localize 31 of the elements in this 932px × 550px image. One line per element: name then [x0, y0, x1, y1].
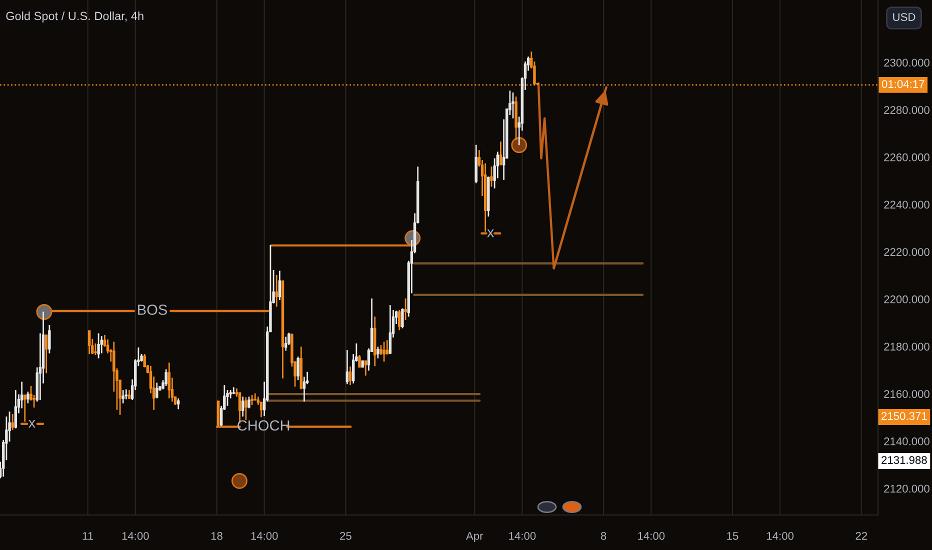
annotation: CHOCH: [238, 420, 290, 431]
y-tick-label: 2240.000: [884, 200, 930, 209]
annotation: x: [28, 420, 36, 428]
x-tick-label: 14:00: [638, 532, 665, 540]
x-tick-label: 14:00: [251, 532, 278, 540]
text: 2131.988: [882, 456, 927, 464]
y-tick-label: 2200.000: [884, 295, 930, 304]
x-tick-label: 15: [727, 532, 738, 540]
y-tick-label: 2180.000: [884, 342, 930, 351]
annotation: x: [487, 229, 494, 238]
x-tick-label: 14:00: [122, 532, 149, 540]
x-tick-label: Apr: [466, 532, 484, 542]
x-tick-label: 25: [340, 532, 352, 540]
y-tick-label: 2300.000: [884, 58, 930, 67]
text: 01:04:17: [882, 80, 924, 88]
y-tick-label: 2120.000: [884, 484, 930, 493]
text: 2150.371: [882, 412, 927, 420]
y-tick-label: 2220.000: [884, 248, 930, 256]
x-tick-label: 11: [82, 532, 94, 540]
y-tick-label: 2260.000: [884, 153, 930, 162]
y-tick-label: 2160.000: [884, 390, 930, 398]
x-tick-label: 22: [856, 532, 868, 540]
y-tick-label: 2140.000: [884, 437, 930, 446]
annotation: BOS: [138, 304, 167, 315]
x-tick-label: 18: [211, 532, 222, 540]
x-tick-label: 14:00: [767, 532, 794, 540]
text: USD: [893, 13, 916, 21]
y-tick-label: 2280.000: [884, 106, 930, 114]
x-tick-label: 14:00: [509, 532, 536, 540]
x-tick-label: 8: [600, 532, 606, 540]
text: Gold Spot / U.S. Dollar, 4h: [6, 12, 144, 22]
